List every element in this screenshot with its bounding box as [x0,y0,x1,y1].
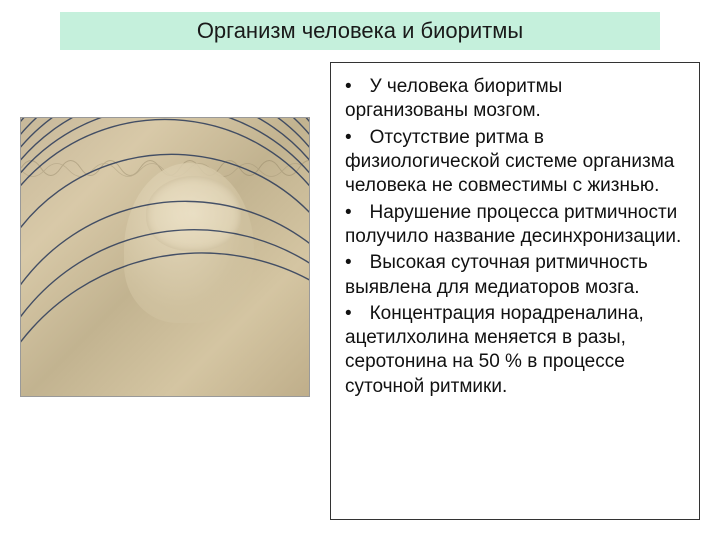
bullet-item: • Высокая суточная ритмичность выявлена … [345,251,685,300]
bullet-text: Высокая суточная ритмичность выявлена дл… [345,252,648,297]
bullet-dot-icon: • [345,126,359,150]
bullet-text: Нарушение процесса ритмичности получило … [345,202,681,247]
bullet-item: • Отсутствие ритма в физиологической сис… [345,126,685,199]
bullet-item: • Нарушение процесса ритмичности получил… [345,201,685,250]
bullet-dot-icon: • [345,302,359,326]
content-area: • У человека биоритмы организованы мозго… [0,50,720,520]
bullet-dot-icon: • [345,75,359,99]
bullet-item: • Концентрация норадреналина, ацетилхоли… [345,302,685,399]
concentric-arcs [21,118,309,396]
text-panel: • У человека биоритмы организованы мозго… [330,62,700,520]
bullet-text: Концентрация норадреналина, ацетилхолина… [345,303,644,397]
bullet-dot-icon: • [345,201,359,225]
bullet-text: У человека биоритмы организованы мозгом. [345,76,562,121]
bullet-dot-icon: • [345,251,359,275]
slide-title: Организм человека и биоритмы [60,12,660,50]
illustration-panel [20,117,310,397]
bullet-item: • У человека биоритмы организованы мозго… [345,75,685,124]
bullet-text: Отсутствие ритма в физиологической систе… [345,127,674,197]
